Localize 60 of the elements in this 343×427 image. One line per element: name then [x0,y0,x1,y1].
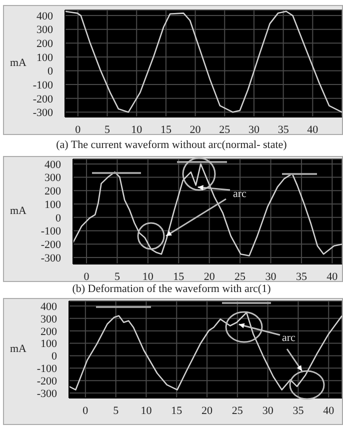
y-tick-label: 400 [40,300,58,313]
x-tick-label: 30 [248,124,260,136]
y-tick-label: -300 [32,107,54,120]
y-tick-label: -100 [36,363,58,376]
x-tick-label: 35 [278,124,290,136]
y-tick-label: 300 [36,24,54,36]
x-tick-label: 10 [131,124,143,136]
y-tick-label: 200 [44,186,62,198]
x-tick-label: 15 [171,404,183,417]
x-tick-label: 20 [204,270,216,283]
x-tick-label: 5 [113,404,120,417]
annotation: arc [282,332,296,344]
y-tick-label: 400 [36,10,54,22]
y-tick-label: -100 [40,226,62,238]
y-tick-label: -200 [40,239,62,251]
x-tick-label: 35 [296,270,308,283]
y-tick-label: -100 [32,79,54,92]
x-tick-label: 30 [262,404,274,417]
y-tick-label: -200 [36,375,58,388]
x-tick-label: 35 [292,404,304,417]
y-tick-label: 0 [48,66,54,78]
y-tick-label: 100 [44,198,62,211]
x-tick-label: 15 [160,124,172,136]
x-tick-label: 40 [307,124,319,136]
y-tick-label: -300 [40,252,62,264]
x-tick-label: 15 [173,270,185,283]
y-tick-label: 100 [36,52,54,64]
annotation: arc [233,188,247,200]
y-axis-title: mA [10,342,26,354]
x-tick-label: 40 [323,404,335,417]
y-tick-label: 0 [56,212,62,224]
x-tick-label: 20 [202,404,214,417]
y-tick-label: 300 [44,172,62,184]
x-tick-label: 5 [104,124,111,136]
x-tick-label: 25 [232,404,244,417]
x-tick-label: 25 [234,270,246,283]
x-tick-label: 10 [140,404,152,417]
x-tick-label: 5 [114,270,120,283]
x-tick-label: 10 [142,270,154,283]
y-tick-label: 100 [40,338,58,350]
x-tick-label: 0 [82,404,89,417]
y-axis-title: mA [10,204,26,216]
y-tick-label: -300 [36,388,58,400]
x-tick-label: 25 [219,124,231,136]
y-tick-label: 300 [40,313,58,326]
x-tick-label: 20 [190,124,202,136]
y-tick-label: 200 [36,38,54,50]
y-tick-label: 0 [52,350,58,363]
text: (b) Deformation of the waveform with arc(1) [71,283,272,295]
line-series [69,312,342,390]
y-tick-label: -200 [32,93,54,106]
text: (a) The current waveform without arc(normal- state) [55,139,288,151]
y-tick-label: 200 [40,326,58,338]
x-tick-label: 30 [265,270,277,283]
x-tick-label: 40 [326,270,338,283]
y-tick-label: 400 [44,158,62,171]
x-tick-label: 0 [75,124,82,136]
line-series [73,163,342,256]
x-tick-label: 0 [84,270,90,283]
y-axis-title: mA [10,56,26,68]
